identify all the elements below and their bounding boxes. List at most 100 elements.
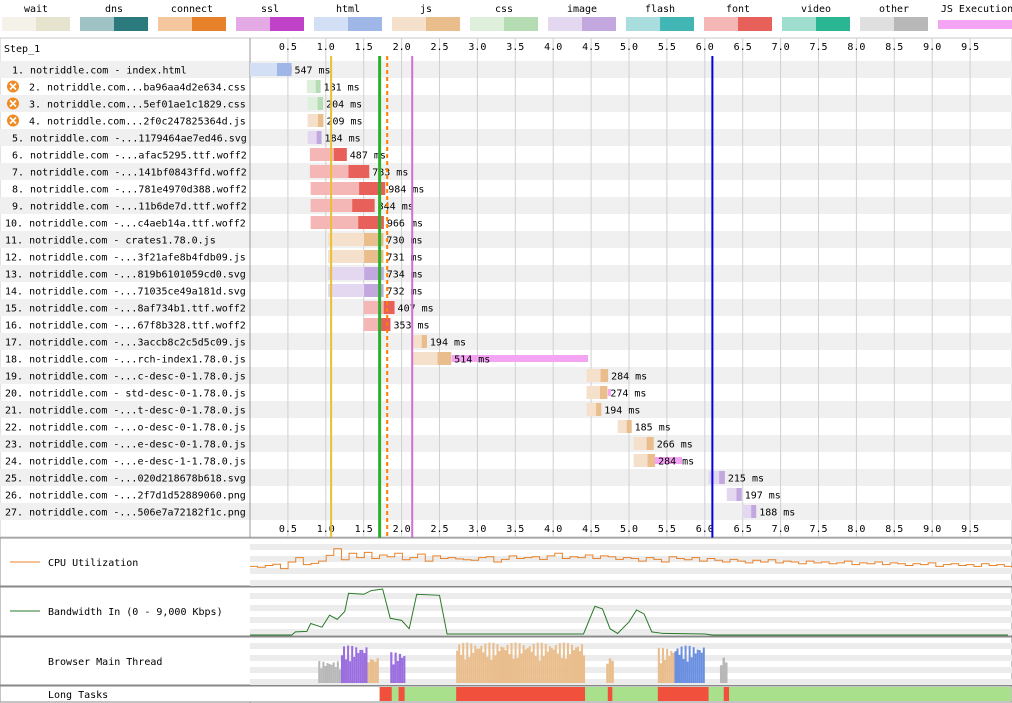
main-thread-activity: [458, 644, 461, 683]
x-tick-label: 1.5: [355, 524, 373, 535]
main-thread-activity: [566, 643, 569, 683]
x-tick-label: 6.5: [734, 524, 752, 535]
legend-swatch-light: [782, 17, 816, 31]
long-task-segment: [398, 687, 405, 701]
x-tick-label: 9.5: [961, 524, 979, 535]
main-thread-activity: [365, 647, 368, 683]
main-thread-activity: [668, 656, 671, 683]
legend-label-html: html: [336, 4, 360, 15]
long-tasks-panel: Long Tasks: [0, 685, 1012, 703]
row-backgrounds: [0, 37, 1012, 703]
main-thread-activity: [490, 659, 493, 683]
request-label: 22. notriddle.com -...o-desc-0-1.78.0.js: [5, 423, 246, 434]
main-thread-activity: [583, 655, 586, 683]
main-thread-activity: [666, 648, 669, 683]
bandwidth-stripe: [250, 617, 1012, 623]
main-thread-activity: [576, 646, 579, 683]
x-tick-label: 5.0: [620, 524, 638, 535]
x-tick-label: 6.5: [734, 42, 752, 53]
main-thread-activity: [456, 650, 459, 683]
cpu-label: CPU Utilization: [48, 558, 138, 569]
main-thread-activity: [322, 661, 325, 683]
main-thread-activity: [672, 652, 675, 683]
bandwidth-label: Bandwidth In (0 - 9,000 Kbps): [48, 607, 223, 618]
legend-swatch-dark: [816, 17, 850, 31]
main-thread-activity: [520, 653, 523, 683]
main-thread-activity: [719, 665, 723, 683]
legend-swatch-light: [2, 17, 36, 31]
main-thread-activity: [676, 648, 679, 683]
main-thread-activity: [550, 647, 553, 683]
main-thread-activity: [492, 642, 495, 683]
main-thread-activity: [476, 648, 479, 683]
legend-label-other: other: [879, 4, 909, 15]
request-duration-label: 734 ms: [387, 270, 423, 281]
x-tick-label: 2.0: [393, 524, 411, 535]
main-thread-activity: [670, 650, 673, 683]
main-thread-activity: [396, 660, 399, 683]
main-thread-activity: [488, 642, 491, 683]
x-tick-label: 7.5: [809, 42, 827, 53]
main-thread-activity: [330, 664, 333, 683]
legend-label-css: css: [495, 4, 513, 15]
request-label: 27. notriddle.com -...506e7a72182f1c.png: [5, 508, 246, 519]
row-stripe: [0, 469, 1012, 486]
request-duration-label: 487 ms: [350, 151, 386, 162]
main-thread-activity: [472, 652, 475, 683]
main-thread-activity: [359, 649, 362, 683]
main-thread-activity: [338, 669, 341, 683]
main-thread-activity: [530, 651, 533, 683]
main-thread-activity: [522, 645, 525, 683]
main-thread-activity: [674, 651, 677, 683]
row-stripe: [0, 299, 1012, 316]
main-thread-activity: [696, 649, 699, 683]
main-thread-activity: [686, 661, 689, 683]
main-thread-activity: [564, 658, 567, 683]
main-thread-activity: [548, 646, 551, 683]
main-thread-activity: [560, 658, 563, 683]
request-bar-download: [751, 505, 757, 518]
x-tick-label: 6.0: [696, 42, 714, 53]
request-label: 25. notriddle.com -...020d218678b618.svg: [5, 474, 246, 485]
request-duration-label: 966 ms: [387, 219, 423, 230]
x-axis-top: 0.5 1.0 1.5 2.0 2.5 3.0 3.5 4.0 4.5 5.0 5.5 6.0 6.5 7…: [279, 42, 979, 53]
request-duration-label: 197 ms: [745, 491, 781, 502]
legend-label-video: video: [801, 4, 831, 15]
main-thread-activity: [532, 643, 535, 683]
cpu-series-line: [250, 548, 1012, 570]
main-thread-activity: [334, 666, 337, 683]
main-thread-activity: [324, 666, 327, 683]
legend-label-connect: connect: [171, 4, 213, 15]
legend: wait dns connect ssl html js css image flash font…: [2, 4, 1012, 31]
main-thread-activity: [526, 648, 529, 683]
row-stripe: [0, 95, 1012, 112]
main-thread-activity: [374, 661, 377, 683]
main-thread-activity: [692, 647, 695, 683]
x-tick-label: 7.0: [772, 524, 790, 535]
request-label: 20. notriddle.com - std-desc-0-1.78.0.js: [5, 389, 246, 400]
main-thread-activity: [494, 655, 497, 683]
request-bar-download: [316, 131, 322, 144]
main-thread-activity: [466, 642, 469, 683]
main-thread-activity: [500, 646, 503, 683]
legend-swatch-light: [548, 17, 582, 31]
main-thread-activity: [462, 642, 465, 683]
request-duration-label: 274 ms: [610, 389, 646, 400]
row-stripe: [0, 333, 1012, 350]
legend-swatch-dark: [504, 17, 538, 31]
main-thread-activity: [554, 645, 557, 683]
request-label: 16. notriddle.com -...67f8b328.ttf.woff2: [5, 321, 246, 332]
main-thread-activity: [372, 659, 375, 683]
request-label: 4. notriddle.com...2f0c247825364d.js: [29, 117, 246, 128]
request-label: 7. notriddle.com -...141bf0843ffd.woff2: [12, 168, 247, 179]
main-thread-activity: [474, 645, 477, 683]
main-thread-activity: [528, 646, 531, 683]
main-thread-activity: [698, 650, 701, 683]
main-thread-activity: [392, 664, 395, 683]
request-bar-download: [359, 182, 386, 195]
main-thread-activity: [349, 661, 352, 683]
main-thread-activity: [546, 651, 549, 683]
legend-swatch: [938, 20, 1012, 29]
x-tick-label: 8.5: [885, 42, 903, 53]
row-stripe: [0, 367, 1012, 384]
